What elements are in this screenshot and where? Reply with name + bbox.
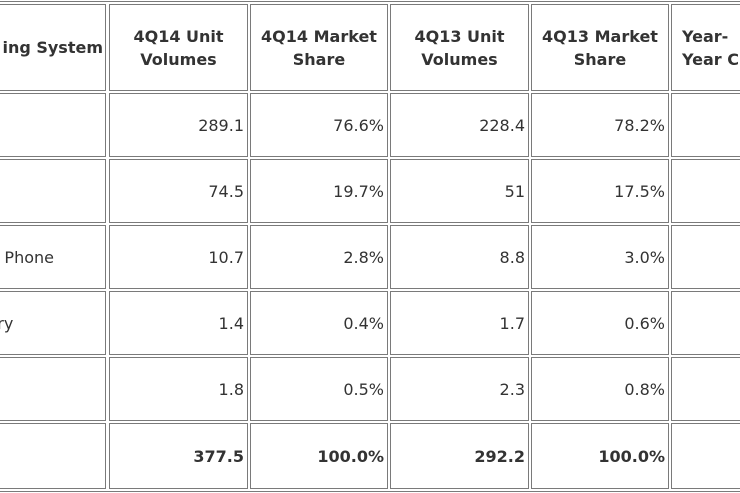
- row-label-cell: rry: [0, 291, 106, 355]
- row-label-cell: [0, 93, 106, 157]
- row-label: s Phone: [0, 247, 54, 267]
- header-cell: Year- Year C: [671, 4, 740, 91]
- data-cell: 19.7%: [250, 159, 388, 223]
- row-label-cell: [0, 423, 106, 489]
- data-cell: 377.5: [109, 423, 248, 489]
- data-cell: [671, 159, 740, 223]
- data-cell: 100.0%: [531, 423, 669, 489]
- header-text: 4Q13 Unit: [414, 26, 505, 46]
- row-label-cell: s Phone: [0, 225, 106, 289]
- data-cell: 0.4%: [250, 291, 388, 355]
- data-cell: 78.2%: [531, 93, 669, 157]
- row-label-cell: [0, 159, 106, 223]
- cell-value: 377.5: [193, 446, 244, 466]
- cell-value: 0.5%: [343, 379, 384, 399]
- cell-value: 1.7: [499, 313, 525, 333]
- cell-value: 3.0%: [624, 247, 665, 267]
- cell-value: 0.8%: [624, 379, 665, 399]
- cell-value: 292.2: [474, 446, 525, 466]
- data-cell: 0.8%: [531, 357, 669, 421]
- data-cell: 2.8%: [250, 225, 388, 289]
- data-cell: 1.4: [109, 291, 248, 355]
- data-cell: [671, 423, 740, 489]
- data-cell: 292.2: [390, 423, 529, 489]
- cell-value: 100.0%: [598, 446, 665, 466]
- data-cell: 289.1: [109, 93, 248, 157]
- cell-value: 74.5: [208, 181, 244, 201]
- header-text: Share: [573, 49, 627, 69]
- header-cell: ing System: [0, 4, 106, 91]
- cell-value: 78.2%: [614, 115, 665, 135]
- cell-value: 0.4%: [343, 313, 384, 333]
- data-cell: 3.0%: [531, 225, 669, 289]
- header-text: Share: [292, 49, 346, 69]
- header-cell: 4Q14 Market Share: [250, 4, 388, 91]
- cell-value: 0.6%: [624, 313, 665, 333]
- data-cell: 2.3: [390, 357, 529, 421]
- data-cell: 8.8: [390, 225, 529, 289]
- cell-value: 76.6%: [333, 115, 384, 135]
- header-text: 4Q14 Unit: [133, 26, 224, 46]
- data-cell: 17.5%: [531, 159, 669, 223]
- header-text: Volumes: [421, 49, 498, 69]
- cell-value: 17.5%: [614, 181, 665, 201]
- cell-value: 1.4: [218, 313, 244, 333]
- cell-value: 51: [504, 181, 525, 201]
- header-text: Year-: [682, 26, 729, 46]
- cell-value: 100.0%: [317, 446, 384, 466]
- cell-value: 289.1: [198, 115, 244, 135]
- header-text: Year C: [682, 49, 739, 69]
- data-cell: [671, 291, 740, 355]
- data-cell: [671, 357, 740, 421]
- header-text: 4Q14 Market: [261, 26, 377, 46]
- data-cell: 1.8: [109, 357, 248, 421]
- data-cell: 0.6%: [531, 291, 669, 355]
- cell-value: 228.4: [479, 115, 525, 135]
- header-text: ing System: [2, 38, 103, 57]
- cell-value: 19.7%: [333, 181, 384, 201]
- data-cell: 228.4: [390, 93, 529, 157]
- data-cell: 1.7: [390, 291, 529, 355]
- data-cell: 51: [390, 159, 529, 223]
- data-cell: 100.0%: [250, 423, 388, 489]
- data-cell: 0.5%: [250, 357, 388, 421]
- data-cell: [671, 93, 740, 157]
- cell-value: 2.8%: [343, 247, 384, 267]
- cell-value: 8.8: [499, 247, 525, 267]
- row-label: rry: [0, 313, 14, 333]
- cell-value: 2.3: [499, 379, 525, 399]
- header-text: Volumes: [140, 49, 217, 69]
- row-label-cell: [0, 357, 106, 421]
- data-cell: 74.5: [109, 159, 248, 223]
- header-cell: 4Q14 Unit Volumes: [109, 4, 248, 91]
- header-cell: 4Q13 Market Share: [531, 4, 669, 91]
- header-text: 4Q13 Market: [542, 26, 658, 46]
- cell-value: 10.7: [208, 247, 244, 267]
- data-cell: [671, 225, 740, 289]
- cell-value: 1.8: [218, 379, 244, 399]
- data-cell: 76.6%: [250, 93, 388, 157]
- data-cell: 10.7: [109, 225, 248, 289]
- header-cell: 4Q13 Unit Volumes: [390, 4, 529, 91]
